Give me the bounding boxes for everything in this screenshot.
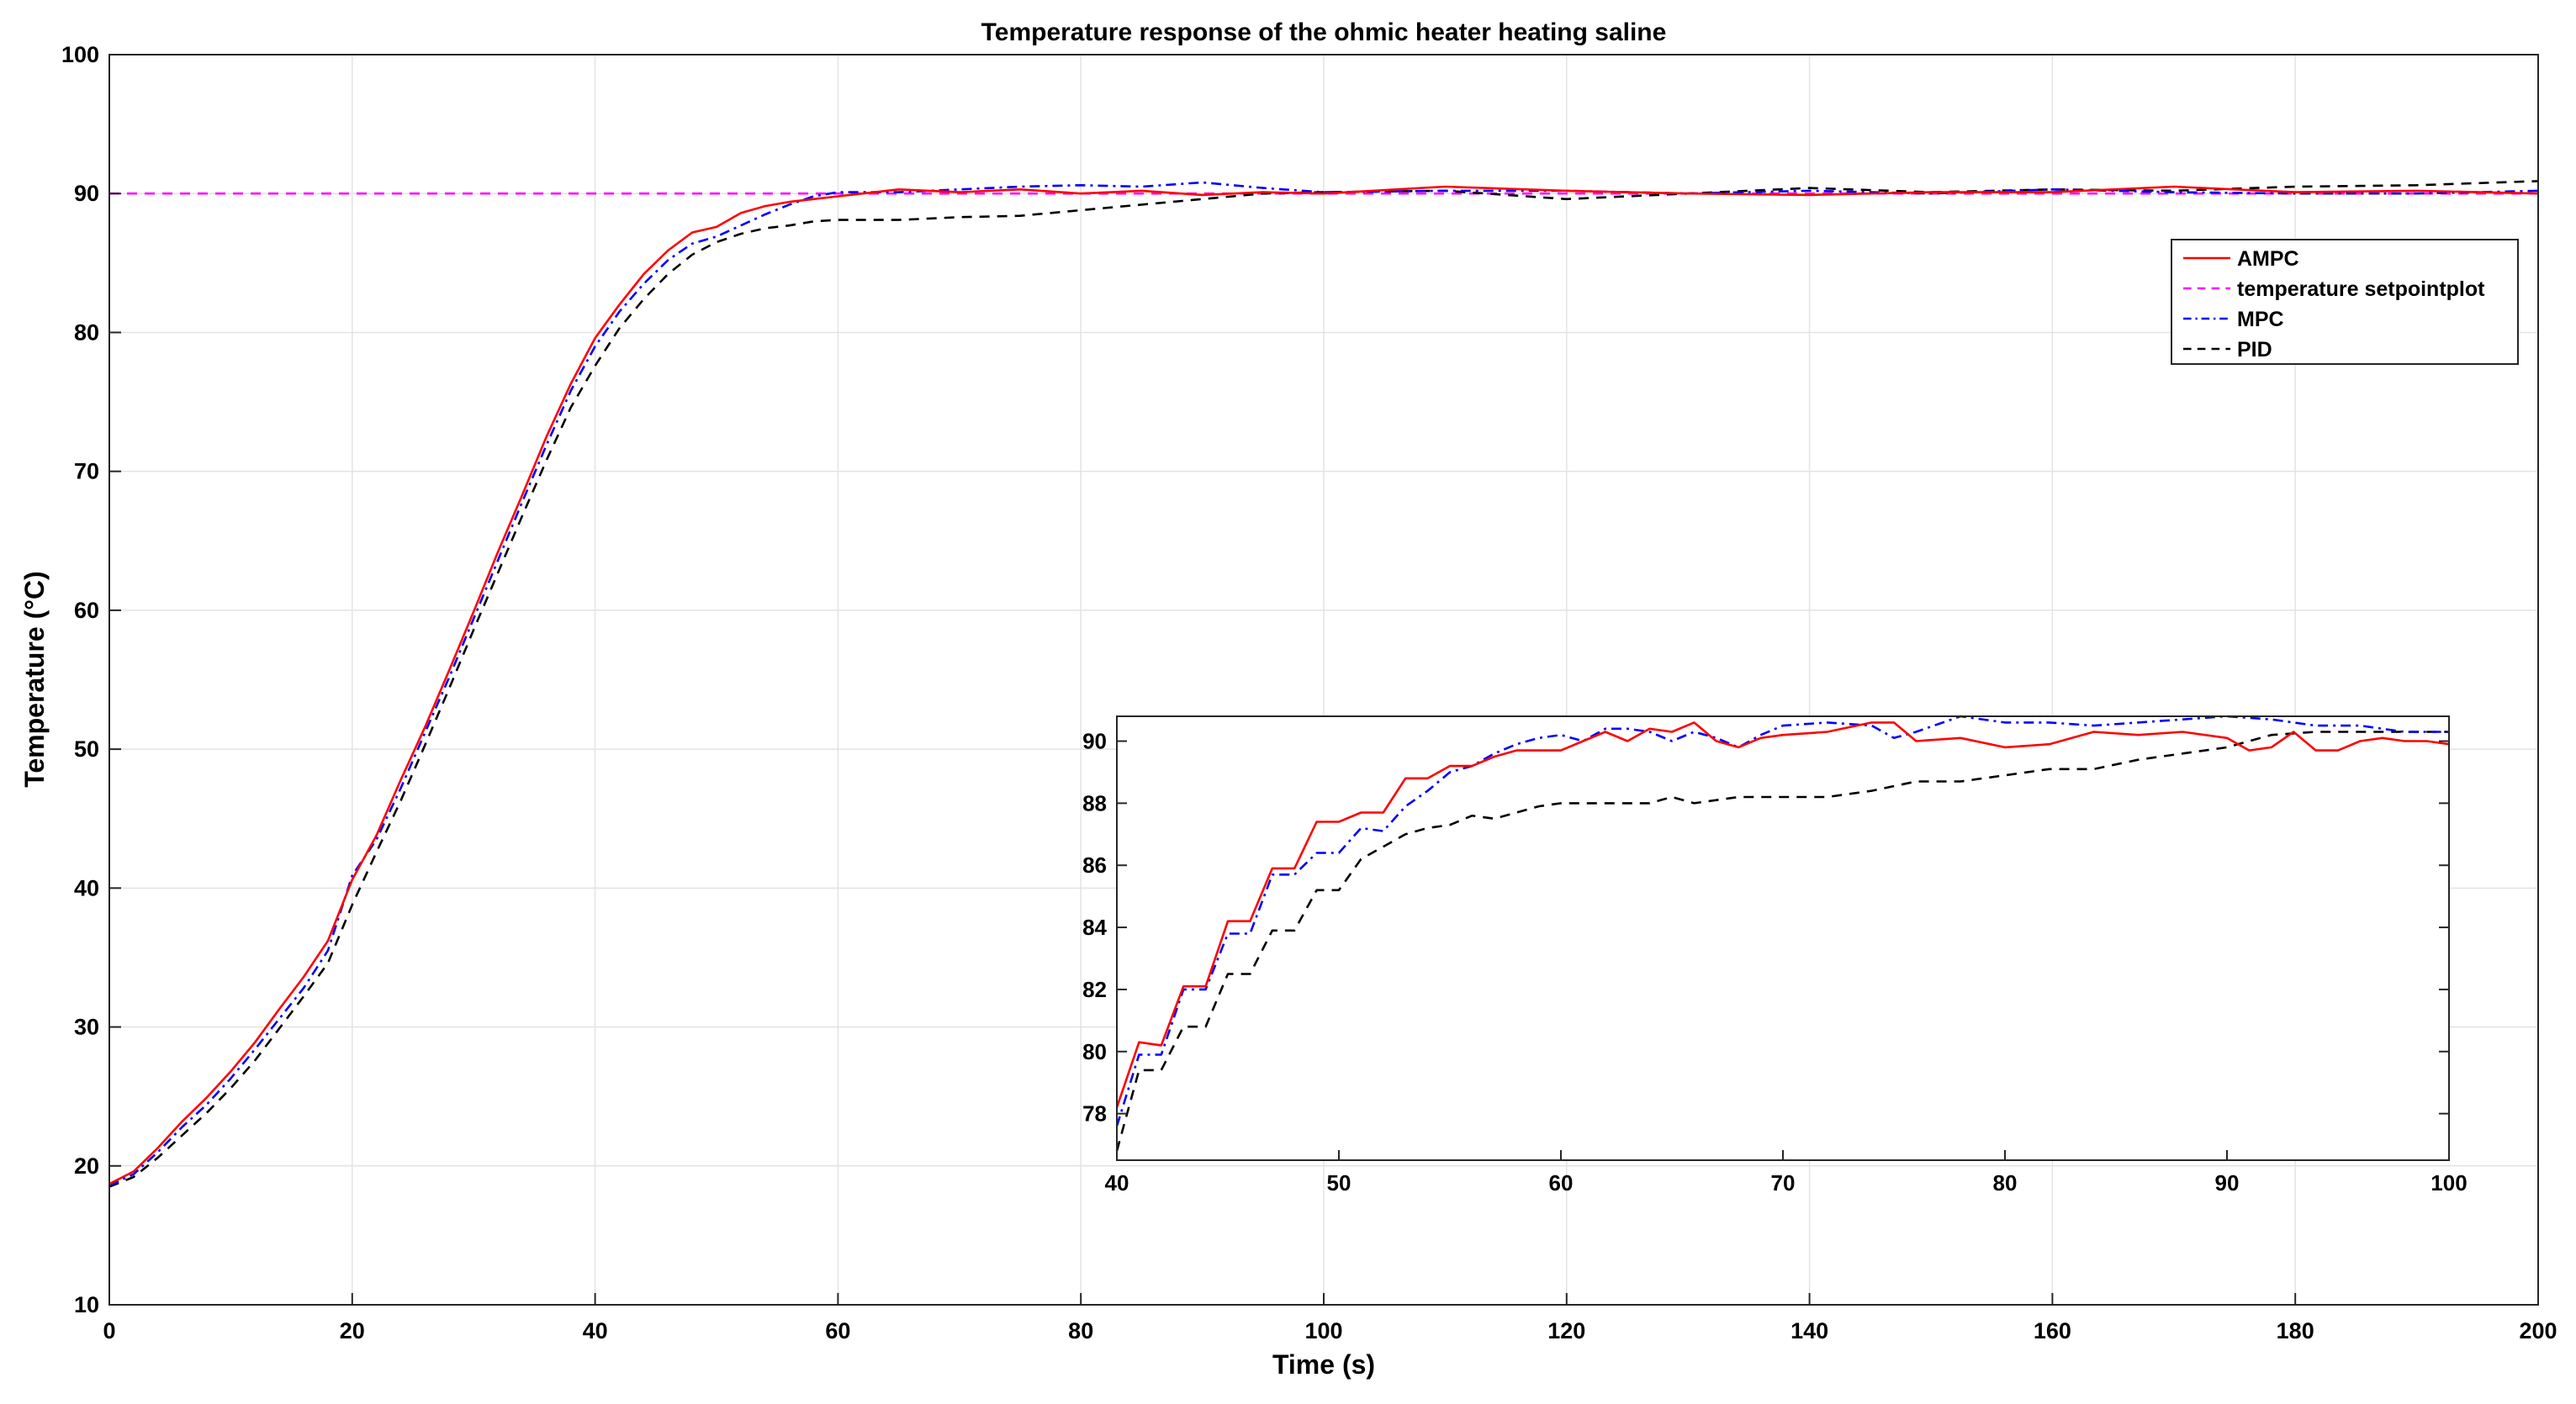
y-tick-label: 60 [74,598,99,623]
y-tick-label: 20 [74,1153,99,1179]
inset-x-tick-label: 40 [1105,1170,1129,1196]
y-tick-label: 50 [74,736,99,762]
x-tick-label: 0 [103,1318,115,1343]
y-tick-label: 30 [74,1015,99,1040]
x-tick-label: 120 [1547,1318,1585,1343]
inset-x-tick-label: 60 [1549,1170,1574,1196]
legend-label: MPC [2237,308,2284,331]
x-axis-label: Time (s) [1272,1349,1375,1380]
y-tick-label: 90 [74,181,99,206]
x-tick-label: 200 [2519,1318,2557,1343]
y-tick-label: 70 [74,459,99,484]
main-series [108,180,2539,1188]
inset-zoom-plot: 40 50 60 70 80 90 100 78 80 82 84 86 88 90 [1082,715,2468,1196]
y-tick-label: 80 [74,319,99,345]
inset-x-tick-label: 100 [2431,1170,2467,1196]
series-line-pid [108,180,2539,1188]
x-tick-label: 60 [825,1318,850,1343]
y-tick-label: 40 [74,875,99,900]
legend-label: PID [2237,338,2272,362]
inset-y-tick-label: 82 [1082,977,1107,1002]
legend-label: AMPC [2237,247,2299,271]
main-ticks: 0 20 40 60 80 100 120 140 160 180 200 10 20 30 40 50 60 7… [61,42,2557,1343]
x-tick-label: 180 [2277,1318,2314,1343]
inset-y-tick-label: 80 [1082,1039,1107,1064]
inset-x-tick-label: 80 [1993,1170,2018,1196]
inset-y-tick-label: 90 [1082,729,1107,754]
x-tick-label: 160 [2034,1318,2071,1343]
inset-series-line-mpc [1115,715,2449,1127]
inset-y-tick-label: 86 [1082,852,1107,878]
legend-box [2171,239,2519,365]
inset-background [1117,716,2449,1160]
inset-series-line-ampc [1115,721,2450,1108]
legend-label: temperature setpointplot [2237,277,2485,301]
inset-y-tick-label: 88 [1082,790,1107,815]
y-tick-label: 100 [61,42,99,67]
x-tick-label: 40 [583,1318,608,1343]
y-tick-label: 10 [74,1292,99,1317]
x-tick-label: 20 [340,1318,365,1343]
y-axis-label: Temperature (°C) [19,571,50,788]
x-tick-label: 80 [1068,1318,1093,1343]
inset-y-tick-label: 78 [1082,1101,1107,1127]
chart-title: Temperature response of the ohmic heater… [981,18,1667,46]
inset-x-tick-label: 50 [1327,1170,1351,1196]
inset-x-tick-label: 70 [1771,1170,1796,1196]
legend: AMPC temperature setpointplot MPC PID [2171,239,2519,365]
inset-x-tick-label: 90 [2215,1170,2240,1196]
inset-series [1115,715,2450,1152]
inset-y-tick-label: 84 [1082,915,1107,940]
x-tick-label: 100 [1304,1318,1342,1343]
x-tick-label: 140 [1791,1318,1828,1343]
series-line-ampc [108,185,2539,1185]
